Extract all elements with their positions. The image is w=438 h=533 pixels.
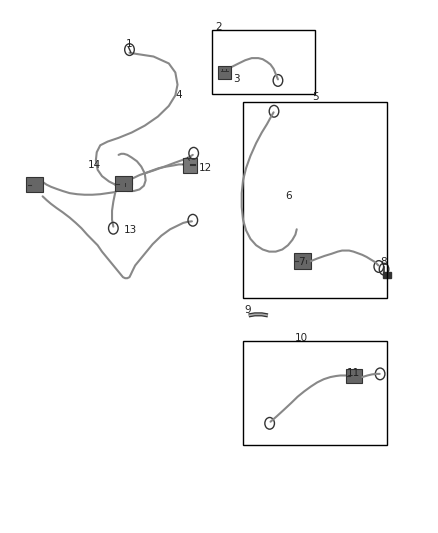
- Bar: [26, 177, 42, 192]
- Text: 4: 4: [176, 90, 182, 100]
- Text: 10: 10: [294, 333, 307, 343]
- Text: 13: 13: [124, 225, 138, 236]
- Text: 3: 3: [233, 75, 240, 84]
- Bar: [115, 176, 132, 191]
- Text: 1: 1: [126, 39, 133, 49]
- Text: 7: 7: [298, 257, 304, 267]
- Text: 9: 9: [244, 305, 251, 315]
- Text: 12: 12: [198, 163, 212, 173]
- Text: 14: 14: [88, 160, 101, 171]
- Text: 5: 5: [312, 92, 318, 102]
- Bar: [243, 102, 387, 298]
- Text: 6: 6: [286, 191, 292, 201]
- Bar: [346, 368, 362, 383]
- Text: 11: 11: [347, 368, 360, 378]
- Bar: [243, 341, 387, 445]
- Bar: [383, 272, 391, 278]
- Bar: [218, 66, 231, 79]
- Bar: [294, 253, 311, 269]
- Text: 2: 2: [215, 22, 223, 33]
- Text: 8: 8: [381, 257, 387, 267]
- Bar: [183, 158, 197, 173]
- Bar: [212, 30, 315, 94]
